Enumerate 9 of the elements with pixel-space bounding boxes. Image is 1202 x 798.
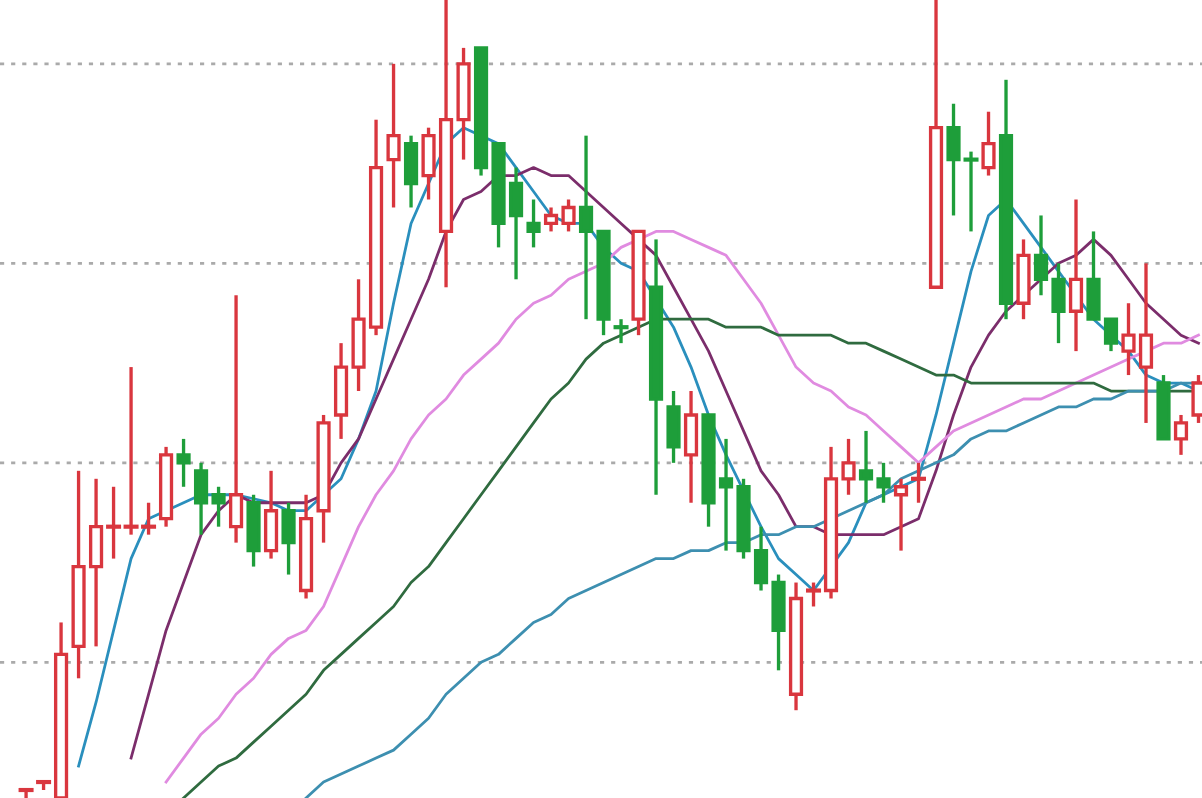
- candlestick: [298, 493, 314, 601]
- candlestick: [228, 293, 244, 545]
- candlestick: [263, 469, 279, 561]
- candlestick: [788, 580, 804, 712]
- candlestick: [648, 237, 664, 497]
- candlestick: [683, 389, 699, 505]
- candlestick: [386, 62, 401, 210]
- candlestick: [998, 78, 1014, 321]
- candlestick: [1068, 197, 1084, 353]
